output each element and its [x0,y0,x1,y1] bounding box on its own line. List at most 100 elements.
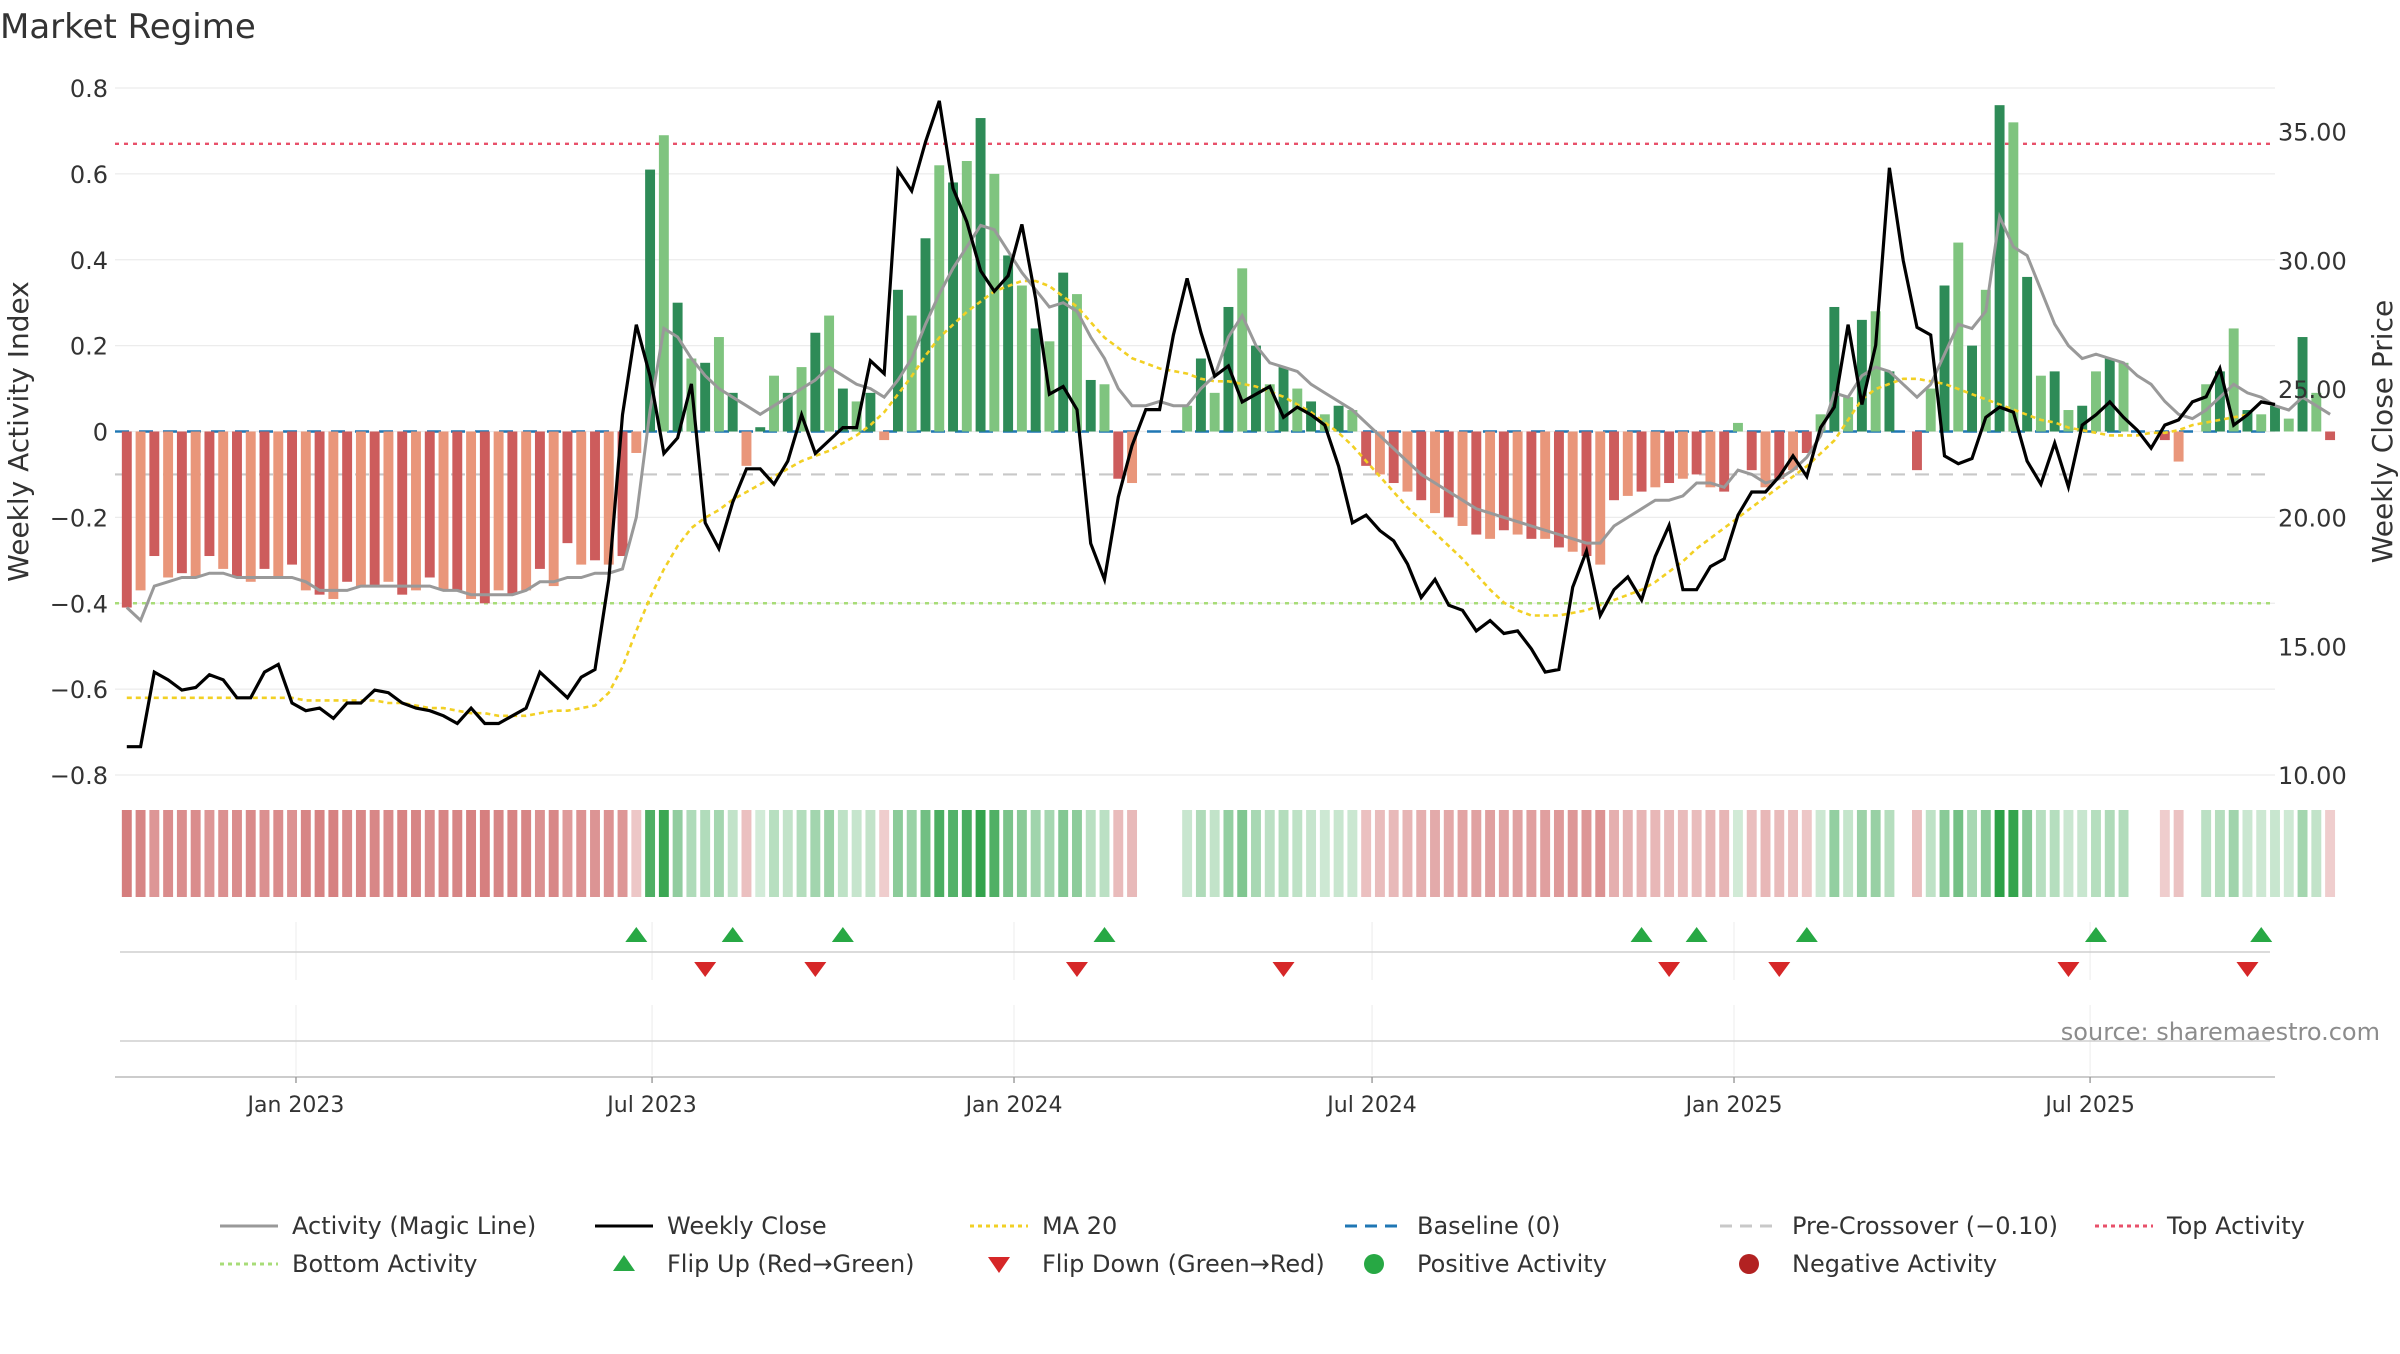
heat-cell [1443,810,1454,897]
activity-bar [1072,294,1082,432]
heat-cell [1760,810,1771,897]
heat-cell [769,810,779,897]
activity-bar [1760,431,1771,488]
x-tick-label: Jul 2023 [605,1093,697,1118]
activity-bar [2214,371,2225,432]
x-tick-label: Jul 2024 [1325,1093,1417,1118]
activity-bar [245,431,256,582]
right-tick-label: 35.00 [2278,119,2347,147]
left-tick-label: 0.8 [70,75,108,103]
heat-cell [948,810,958,897]
activity-bar [1746,431,1757,471]
heat-cell [232,810,242,897]
heat-cell [727,810,738,897]
heat-cell [824,810,835,897]
activity-bar [1815,414,1826,432]
activity-bar [1705,431,1716,488]
heat-cell [2214,810,2225,897]
legend-label: Negative Activity [1792,1250,1997,1278]
activity-bar [163,431,174,578]
activity-bars [121,105,2336,608]
activity-bar [1609,431,1619,501]
heat-cell [300,810,311,897]
activity-bar [865,392,876,432]
legend-label: Baseline (0) [1417,1212,1560,1240]
flip-up-marker [1685,927,1708,942]
heat-cell [176,810,187,897]
heat-cell [892,810,903,897]
heat-cell [837,810,848,897]
activity-bar [1209,392,1220,432]
heat-cell [2201,810,2212,897]
heat-cell [1237,810,1248,897]
heat-cell [2091,810,2101,897]
activity-bar [1925,388,1936,432]
activity-bar [892,289,903,432]
activity-bar [713,337,724,432]
activity-bar [1980,289,1991,432]
heat-cell [507,810,518,897]
heat-cell [975,810,986,897]
legend-item: Flip Down (Green→Red) [988,1250,1325,1278]
heat-cell [645,810,656,897]
flip-down-marker [694,962,717,977]
heat-cell [163,810,174,897]
activity-bar [135,431,146,591]
heat-cell [135,810,146,897]
heat-cell [961,810,972,897]
activity-bar [2063,410,2074,432]
activity-bar [1485,431,1496,539]
legend-item: Pre-Crossover (−0.10) [1720,1212,2058,1240]
activity-bar [1333,405,1344,432]
heat-cell [1953,810,1964,897]
activity-bar [1939,285,1950,432]
right-tick-label: 30.00 [2278,247,2347,275]
heat-cell [672,810,683,897]
heat-cell [590,810,600,897]
activity-bar [769,375,779,432]
activity-bar [1030,328,1041,432]
heat-cell [2008,810,2019,897]
heat-cell [1416,810,1427,897]
heat-cell [1498,810,1509,897]
activity-bar [2118,362,2129,432]
heat-cell [2049,810,2060,897]
heat-cell [2297,810,2308,897]
legend-swatch [988,1257,1010,1273]
heat-cell [2063,810,2074,897]
heat-cell [1622,810,1633,897]
activity-bar [2201,384,2212,432]
activity-bar [1664,431,1675,484]
activity-bar [796,367,807,432]
activity-bar [1319,414,1330,432]
heat-cell [1843,810,1854,897]
activity-bar [961,160,972,432]
activity-bar [1278,367,1289,432]
heat-cell [700,810,711,897]
activity-bar [1347,410,1358,432]
legend-swatch [1739,1254,1759,1274]
activity-bar [741,431,752,466]
activity-bar [1622,431,1633,496]
heat-cell [1815,810,1826,897]
heat-cell [1884,810,1895,897]
legend-item: Positive Activity [1364,1250,1607,1278]
activity-bar [727,392,738,432]
activity-bar [2242,410,2253,432]
heat-cell [534,810,545,897]
activity-bar [2173,431,2184,462]
legend: Activity (Magic Line) Weekly Close MA 20 Ba… [220,1212,2305,1278]
activity-bar [700,362,711,432]
activity-bar [1691,431,1702,475]
heat-cell [328,810,339,897]
activity-bar [851,401,862,432]
legend-label: Pre-Crossover (−0.10) [1792,1212,2058,1240]
heat-cell [149,810,160,897]
heat-cell [2256,810,2267,897]
left-tick-label: 0.4 [70,247,108,275]
activity-bar [590,431,600,561]
activity-bar [2228,328,2239,432]
activity-bar [521,431,532,591]
activity-bar [1967,345,1978,432]
heat-cell [1292,810,1303,897]
